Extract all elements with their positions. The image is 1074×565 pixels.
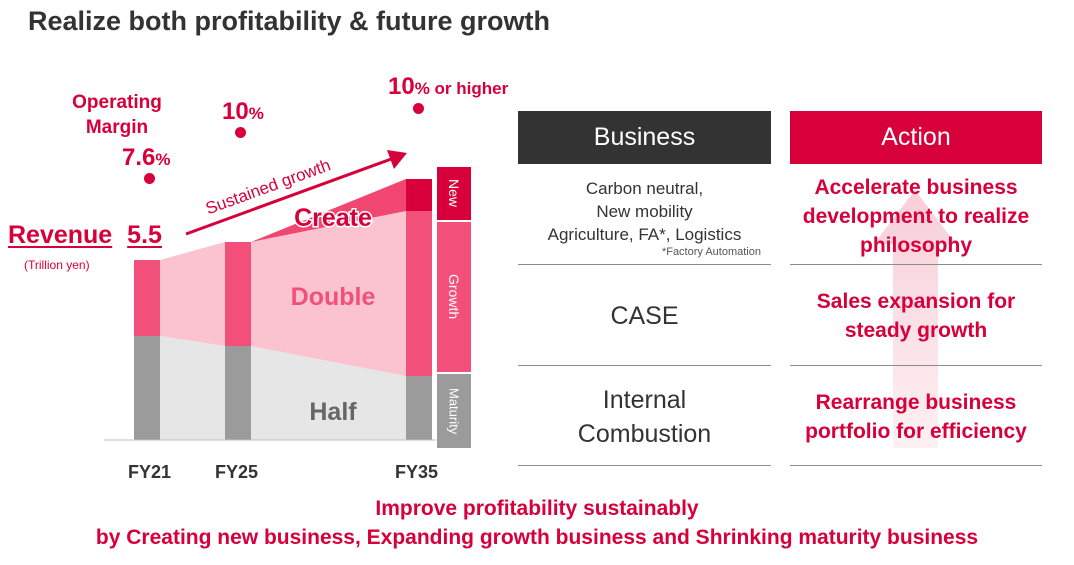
year-label: FY25 bbox=[215, 462, 259, 482]
action-text: Sales expansion for bbox=[816, 290, 1016, 313]
sustained-growth-arrowhead bbox=[387, 150, 407, 169]
fy21-bar-maturity bbox=[134, 336, 160, 440]
business-text: CASE bbox=[610, 302, 679, 330]
fy35-margin-dot bbox=[413, 103, 424, 114]
fy25-operating-margin: 10% bbox=[222, 98, 264, 126]
fy25-margin-value: 10 bbox=[222, 98, 249, 125]
revenue-text: Revenue bbox=[8, 221, 113, 249]
row-divider bbox=[518, 365, 771, 366]
growth-band bbox=[251, 211, 406, 376]
tag-new: New bbox=[437, 167, 471, 220]
footer-line-1: Improve profitability sustainably bbox=[375, 497, 699, 520]
fy21-margin-unit: % bbox=[155, 150, 171, 169]
row-divider bbox=[790, 465, 1042, 466]
business-header: Business bbox=[518, 111, 771, 164]
page-title: Realize both profitability & future grow… bbox=[28, 6, 550, 36]
operating-margin-label-line1: Operating bbox=[72, 92, 162, 113]
maturity-band bbox=[160, 336, 225, 440]
action-cell-case: Sales expansion for steady growth bbox=[790, 287, 1042, 345]
tag-maturity-label: Maturity bbox=[446, 387, 462, 435]
business-cell-internal-combustion: Internal Combustion bbox=[518, 383, 771, 451]
row-divider bbox=[518, 264, 771, 265]
action-cell-new: Accelerate business development to reali… bbox=[790, 173, 1042, 260]
business-text: Combustion bbox=[577, 420, 712, 448]
growth-band bbox=[160, 242, 225, 346]
tag-growth-label: Growth bbox=[446, 274, 462, 320]
fy21-margin-dot bbox=[144, 173, 155, 184]
fy21-bar-growth bbox=[134, 260, 160, 336]
action-cell-internal-combustion: Rearrange business portfolio for efficie… bbox=[790, 388, 1042, 446]
sustained-growth-arrow bbox=[185, 156, 395, 236]
create-label: Create bbox=[294, 204, 372, 232]
maturity-band bbox=[251, 346, 406, 440]
action-text: portfolio for efficiency bbox=[805, 420, 1027, 443]
business-text: Internal bbox=[602, 386, 687, 414]
fy35-margin-value: 10 bbox=[388, 73, 415, 100]
business-text: Agriculture, FA*, Logistics bbox=[547, 225, 742, 244]
revenue-unit: (Trillion yen) bbox=[24, 258, 90, 272]
fy21-operating-margin: 7.6% bbox=[122, 144, 171, 172]
fy35-bar-new bbox=[406, 179, 432, 211]
row-divider bbox=[790, 264, 1042, 265]
fy25-margin-dot bbox=[235, 127, 246, 138]
half-label: Half bbox=[309, 398, 357, 426]
operating-margin-label-line2: Margin bbox=[85, 117, 149, 138]
action-text: Accelerate business bbox=[814, 176, 1018, 199]
fy21-margin-value: 7.6 bbox=[122, 144, 156, 171]
up-arrow-background bbox=[874, 190, 956, 448]
fy35-bar-maturity bbox=[406, 376, 432, 440]
tag-new-label: New bbox=[446, 179, 462, 208]
footnote-factory-automation: *Factory Automation bbox=[661, 246, 761, 258]
action-text: steady growth bbox=[844, 319, 988, 342]
footer-line-2: by Creating new business, Expanding grow… bbox=[95, 526, 979, 549]
business-text: New mobility bbox=[596, 202, 693, 221]
year-label: FY21 bbox=[128, 462, 172, 482]
business-header-label: Business bbox=[593, 123, 696, 151]
action-text: Rearrange business bbox=[815, 391, 1017, 414]
row-divider bbox=[518, 465, 771, 466]
tag-growth: Growth bbox=[437, 222, 471, 372]
tag-maturity: Maturity bbox=[437, 374, 471, 448]
fy25-bar-maturity bbox=[225, 346, 251, 440]
business-cell-case: CASE bbox=[518, 300, 771, 332]
fy35-operating-margin: 10% or higher bbox=[388, 73, 508, 101]
create-band bbox=[251, 179, 406, 242]
row-divider bbox=[790, 365, 1042, 366]
fy35-bar-growth bbox=[406, 211, 432, 376]
fy25-bar-growth bbox=[225, 242, 251, 346]
business-cell-new: Carbon neutral, New mobility Agriculture… bbox=[518, 177, 771, 246]
revenue-value: 5.5 bbox=[127, 221, 162, 249]
fy25-margin-unit: % bbox=[248, 104, 264, 123]
action-header: Action bbox=[790, 111, 1042, 164]
revenue-label: Revenue 5.5 bbox=[8, 221, 162, 250]
action-text: philosophy bbox=[860, 234, 972, 257]
fy35-margin-unit: % or higher bbox=[414, 79, 509, 98]
operating-margin-label: Operating Margin bbox=[58, 90, 176, 140]
business-text: Carbon neutral, bbox=[585, 179, 704, 198]
year-label: FY35 bbox=[395, 462, 439, 482]
double-label: Double bbox=[291, 283, 376, 311]
action-header-label: Action bbox=[881, 123, 951, 151]
action-text: development to realize bbox=[802, 205, 1030, 228]
